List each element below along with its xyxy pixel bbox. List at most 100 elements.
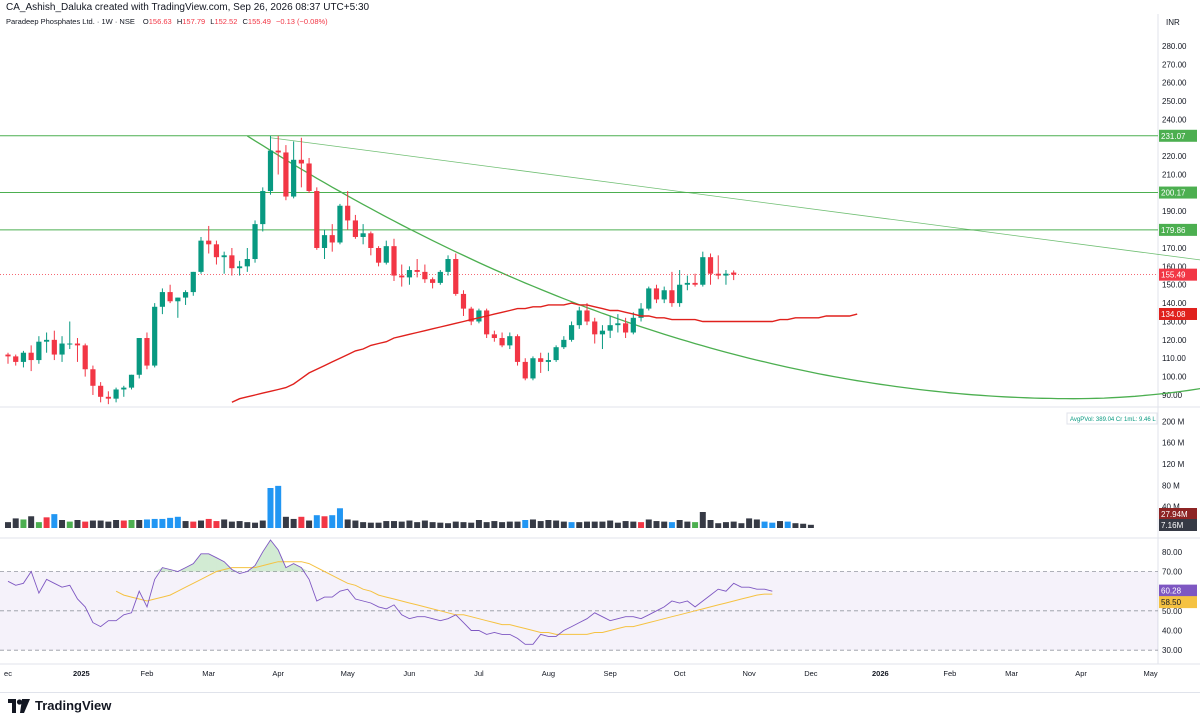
candle-body bbox=[406, 270, 413, 278]
ma-price-label: 134.08 bbox=[1161, 310, 1186, 319]
volume-bar bbox=[730, 521, 737, 528]
volume-bar bbox=[514, 521, 521, 528]
symbol-legend: Paradeep Phosphates Ltd. · 1W · NSE O156… bbox=[6, 17, 331, 27]
volume-bar bbox=[560, 521, 567, 528]
volume-bar bbox=[143, 519, 150, 528]
candle-body bbox=[422, 271, 428, 280]
candle-body bbox=[5, 354, 11, 357]
volume-bar bbox=[97, 520, 104, 528]
time-axis-label: Apr bbox=[1075, 669, 1087, 678]
volume-bar bbox=[599, 521, 606, 528]
candle-body bbox=[484, 310, 490, 335]
candle-body bbox=[592, 321, 598, 335]
volume-bar bbox=[715, 523, 722, 528]
volume-bar bbox=[746, 518, 753, 528]
time-axis-label: Dec bbox=[804, 669, 818, 678]
volume-bar bbox=[221, 519, 228, 528]
tradingview-logo-text: TradingView bbox=[35, 698, 112, 713]
candle-body bbox=[568, 325, 575, 340]
time-axis-label: Sep bbox=[603, 669, 616, 678]
candle-body bbox=[237, 266, 243, 269]
cup-curve bbox=[246, 135, 1200, 400]
descending-trendline bbox=[270, 137, 1200, 261]
chart-area[interactable]: INR 90.00 100.00 110.00 120.00 130.00 140.00 15… bbox=[0, 14, 1200, 688]
candle-body bbox=[360, 233, 366, 237]
volume-bar bbox=[43, 517, 50, 528]
volume-info-box bbox=[1066, 412, 1158, 425]
volume-bar bbox=[661, 521, 668, 528]
price-tick-label: 220.00 bbox=[1162, 152, 1187, 161]
volume-bar bbox=[784, 521, 791, 528]
volume-bar bbox=[82, 521, 89, 528]
price-tick-label: 240.00 bbox=[1162, 115, 1187, 124]
volume-bar bbox=[352, 520, 359, 528]
candle-body bbox=[182, 292, 189, 298]
candle-body bbox=[213, 244, 220, 258]
price-tick-label: 110.00 bbox=[1162, 354, 1186, 363]
candle-body bbox=[36, 341, 42, 361]
volume-bar bbox=[159, 518, 166, 528]
volume-bar bbox=[113, 520, 120, 528]
time-axis-label: Feb bbox=[140, 669, 153, 678]
tradingview-logo[interactable]: TradingView bbox=[8, 698, 111, 713]
rsi-ma-value-label: 58.50 bbox=[1161, 598, 1182, 607]
volume-bar bbox=[375, 522, 382, 528]
candle-body bbox=[175, 297, 181, 302]
time-axis-label: Jun bbox=[403, 669, 415, 678]
candle-body bbox=[491, 334, 497, 339]
time-axis-label: Oct bbox=[674, 669, 687, 678]
volume-bar bbox=[59, 520, 66, 528]
price-tick-label: 100.00 bbox=[1162, 373, 1187, 382]
candle-body bbox=[669, 290, 675, 304]
candle-body bbox=[306, 163, 312, 192]
open-value: 156.63 bbox=[148, 17, 172, 26]
volume-tick-label: 160 M bbox=[1162, 439, 1185, 448]
candle-body bbox=[298, 159, 304, 164]
candle-body bbox=[13, 356, 19, 362]
candle-body bbox=[576, 310, 582, 326]
volume-label-1-bg bbox=[1159, 508, 1197, 520]
candle-body bbox=[707, 257, 714, 274]
volume-bar bbox=[576, 522, 583, 528]
symbol-title[interactable]: Paradeep Phosphates Ltd. · 1W · NSE bbox=[6, 17, 135, 26]
volume-bar bbox=[800, 523, 807, 528]
volume-bar bbox=[66, 521, 73, 528]
volume-bar bbox=[614, 522, 621, 528]
candle-body bbox=[468, 308, 474, 322]
rsi-overbought-fill bbox=[293, 563, 302, 572]
high-value: 157.79 bbox=[182, 17, 206, 26]
candle-body bbox=[345, 205, 351, 221]
volume-bar bbox=[807, 524, 814, 528]
level-price-label-bg bbox=[1159, 129, 1197, 142]
volume-bar bbox=[128, 520, 135, 528]
volume-bar bbox=[668, 522, 675, 528]
volume-bar bbox=[275, 485, 282, 528]
volume-bar bbox=[692, 522, 699, 528]
volume-tick-label: 200 M bbox=[1162, 417, 1185, 426]
candle-body bbox=[337, 205, 343, 243]
candle-body bbox=[283, 152, 289, 197]
volume-bar bbox=[367, 522, 374, 528]
candle-body bbox=[677, 284, 683, 304]
rsi-overbought-fill bbox=[185, 563, 194, 572]
candle-body bbox=[553, 347, 559, 361]
currency-label: INR bbox=[1166, 18, 1180, 27]
price-chart-svg[interactable]: INR 90.00 100.00 110.00 120.00 130.00 140.00 15… bbox=[0, 14, 1200, 688]
volume-bar bbox=[136, 520, 143, 528]
price-tick-label: 280.00 bbox=[1162, 42, 1187, 51]
volume-bar bbox=[298, 516, 305, 528]
volume-bar bbox=[491, 521, 498, 528]
candle-body bbox=[530, 358, 536, 379]
candle-body bbox=[51, 339, 57, 355]
candle-body bbox=[82, 345, 88, 370]
time-axis-label: Feb bbox=[943, 669, 956, 678]
volume-bar bbox=[645, 519, 652, 528]
volume-bar bbox=[506, 521, 513, 528]
volume-bar bbox=[360, 522, 367, 528]
candle-body bbox=[368, 233, 374, 248]
price-tick-label: 120.00 bbox=[1162, 336, 1187, 345]
last-price-label-bg bbox=[1159, 268, 1197, 281]
candle-body bbox=[375, 247, 382, 263]
candle-body bbox=[653, 288, 660, 300]
rsi-ma-value-label-bg bbox=[1159, 596, 1197, 609]
